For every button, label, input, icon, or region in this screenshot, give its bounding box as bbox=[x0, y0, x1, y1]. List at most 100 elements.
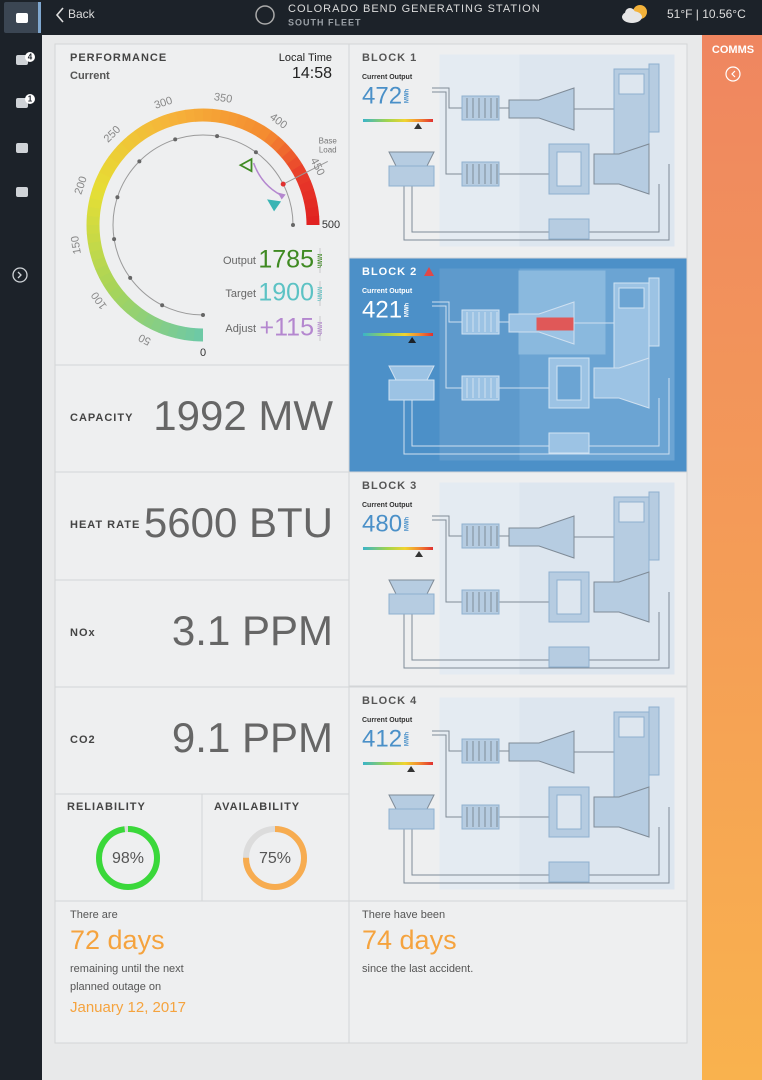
gauge-band bbox=[286, 156, 303, 172]
gauge-band bbox=[184, 108, 196, 123]
gauge-band bbox=[89, 188, 105, 201]
metric-value: 5600 BTU bbox=[144, 499, 333, 546]
outage-intro: There are bbox=[70, 909, 118, 921]
gauge-band bbox=[114, 291, 130, 308]
condenser bbox=[388, 165, 435, 187]
gauge-band bbox=[103, 156, 120, 171]
diagram-line bbox=[411, 829, 549, 876]
fault-component bbox=[536, 317, 574, 331]
hrsg-detail bbox=[618, 287, 645, 309]
diagram-zone bbox=[439, 482, 520, 675]
diagram-line bbox=[432, 515, 462, 537]
gauge-band bbox=[263, 130, 280, 147]
generator bbox=[461, 309, 500, 335]
transformer bbox=[548, 218, 590, 240]
compressor-core bbox=[556, 794, 582, 830]
gauge-band bbox=[303, 197, 319, 210]
accident-cell bbox=[348, 900, 688, 1044]
diagram-line bbox=[589, 827, 660, 876]
back-button: Back bbox=[68, 7, 96, 21]
alert-icon bbox=[424, 267, 434, 276]
diagram-line bbox=[403, 378, 670, 455]
gauge-band bbox=[95, 264, 111, 278]
alerts-badge: 4 bbox=[28, 53, 33, 62]
metric-label: CAPACITY bbox=[70, 412, 133, 424]
transformer bbox=[548, 432, 590, 454]
weather-text: 51°F | 10.56°C bbox=[667, 7, 746, 21]
condenser bbox=[388, 593, 435, 615]
output-scale bbox=[363, 547, 433, 550]
gauge-tick-label: 50 bbox=[137, 331, 153, 347]
gauge-band bbox=[270, 136, 286, 153]
gauge-band bbox=[87, 197, 103, 209]
gauge-band bbox=[175, 109, 188, 125]
compressor-core bbox=[556, 365, 582, 401]
gauge-band bbox=[108, 285, 125, 301]
gauge-band bbox=[242, 117, 257, 133]
performance-subtitle: Current bbox=[70, 70, 110, 82]
dashboard-icon[interactable] bbox=[16, 13, 28, 23]
diagram-line bbox=[411, 186, 549, 233]
diagram-line bbox=[589, 612, 660, 661]
generator bbox=[461, 375, 500, 401]
generator bbox=[461, 804, 500, 830]
condenser bbox=[388, 808, 435, 830]
gauge-tick-label: 300 bbox=[153, 95, 174, 112]
output-label: Current Output bbox=[362, 502, 413, 509]
turbine bbox=[508, 515, 575, 559]
reports-icon[interactable] bbox=[16, 143, 28, 153]
diagram-line bbox=[432, 519, 462, 603]
generator bbox=[461, 161, 500, 187]
comms-toggle[interactable] bbox=[725, 66, 741, 82]
gas-turbine bbox=[593, 786, 650, 838]
messages-icon[interactable] bbox=[16, 98, 28, 108]
local-time: 14:58 bbox=[292, 65, 332, 82]
gauge-tick-label: 0 bbox=[200, 347, 206, 359]
accident-days: 74 days bbox=[362, 925, 457, 955]
output-unit: MWh bbox=[405, 517, 411, 532]
performance-title: PERFORMANCE bbox=[70, 52, 167, 64]
gas-turbine bbox=[593, 143, 650, 195]
metric-label: CO2 bbox=[70, 734, 96, 746]
diagram-line bbox=[432, 734, 462, 818]
back-chevron[interactable] bbox=[55, 7, 64, 23]
gauge-band bbox=[157, 320, 172, 336]
gauge-band bbox=[298, 180, 314, 194]
messages-badge: 1 bbox=[28, 95, 33, 104]
stack bbox=[648, 277, 660, 347]
hrsg-detail bbox=[618, 716, 645, 738]
gauge-band bbox=[89, 248, 105, 262]
gauge-band bbox=[295, 172, 311, 186]
metric-label: HEAT RATE bbox=[70, 519, 140, 531]
gauge-band bbox=[249, 121, 265, 137]
gas-turbine bbox=[593, 571, 650, 623]
output-unit: MWh bbox=[405, 303, 411, 318]
block-output: 472 bbox=[362, 82, 402, 109]
sidebar-active-edge bbox=[38, 2, 41, 33]
block-output: 412 bbox=[362, 725, 402, 752]
alerts-badge-bg bbox=[25, 52, 35, 62]
gauge-tick-label: 150 bbox=[69, 235, 84, 255]
expand-button[interactable] bbox=[12, 267, 28, 283]
comms-chevron bbox=[731, 70, 736, 78]
generator bbox=[461, 523, 500, 549]
block-title: BLOCK 3 bbox=[362, 480, 417, 492]
generator bbox=[461, 589, 500, 615]
gauge-tick bbox=[215, 134, 220, 139]
gauge-band bbox=[166, 111, 180, 127]
alerts-icon[interactable] bbox=[16, 55, 28, 65]
diagram-zone bbox=[439, 697, 520, 890]
block-title: BLOCK 1 bbox=[362, 52, 417, 64]
gauge-band bbox=[211, 108, 222, 123]
output-indicator bbox=[408, 337, 417, 343]
turbine bbox=[508, 87, 575, 131]
gauge-tick bbox=[291, 223, 295, 227]
expand-chevron bbox=[17, 271, 22, 279]
assets-icon[interactable] bbox=[16, 187, 28, 197]
diagram-line bbox=[403, 807, 670, 884]
block-title: BLOCK 2 bbox=[362, 266, 417, 278]
target-marker bbox=[238, 157, 253, 173]
diagram-zone bbox=[439, 268, 520, 461]
gauge-band bbox=[127, 130, 143, 147]
output-indicator bbox=[414, 123, 423, 129]
